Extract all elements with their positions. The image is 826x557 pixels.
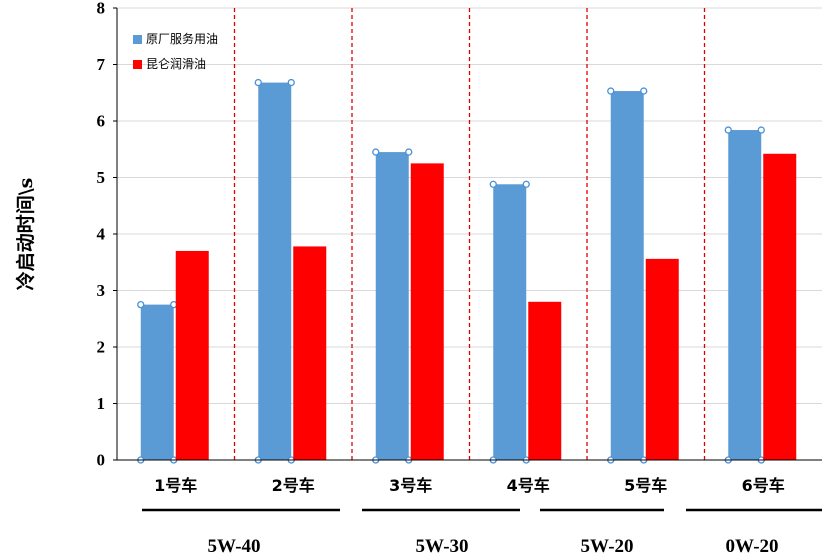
bar-handle [522, 180, 530, 188]
bar [175, 250, 209, 460]
legend-swatch [133, 35, 142, 44]
y-axis-label: 冷启动时间\s [14, 178, 37, 291]
y-tick-label: 1 [97, 394, 106, 413]
grade-groups: 5W-40 5W-30 5W-20 0W-20 [142, 508, 822, 557]
bar [410, 163, 444, 460]
bar [645, 258, 679, 460]
group-label: 5W-20 [580, 536, 633, 557]
bars [137, 78, 797, 464]
legend-label: 原厂服务用油 [146, 31, 218, 46]
bar [763, 153, 797, 460]
bar-handle [757, 126, 765, 134]
group-dividers [233, 8, 706, 460]
bar-handle [372, 148, 380, 156]
bar [610, 91, 644, 461]
bar [528, 301, 562, 460]
bar-handle [405, 148, 413, 156]
bar [293, 246, 327, 460]
x-tick-label: 5号车 [624, 476, 667, 495]
y-tick-label: 2 [97, 338, 106, 357]
bar-handle [607, 87, 615, 95]
bar [728, 130, 762, 461]
bar-handle [137, 300, 145, 309]
bar-handle [254, 78, 262, 87]
bar [258, 82, 292, 460]
y-tick-labels: 0 1 2 3 4 5 6 7 8 [97, 0, 106, 470]
x-tick-label: 3号车 [389, 476, 432, 495]
gridlines [113, 7, 822, 461]
group-label: 5W-40 [207, 536, 260, 557]
x-tick-label: 1号车 [154, 476, 197, 495]
x-tick-label: 4号车 [507, 476, 550, 495]
legend-swatch [133, 60, 142, 69]
group-label: 5W-30 [415, 536, 468, 557]
bar [493, 184, 527, 460]
y-tick-label: 4 [97, 225, 106, 244]
x-tick-labels: 1号车 2号车 3号车 4号车 5号车 6号车 [154, 476, 785, 495]
bar-handle [489, 180, 497, 188]
y-tick-label: 0 [97, 451, 106, 470]
bar [375, 152, 409, 460]
bar-handle [287, 78, 295, 87]
group-label: 0W-20 [725, 536, 778, 557]
y-tick-label: 7 [97, 55, 106, 74]
y-tick-label: 6 [97, 112, 106, 131]
y-tick-label: 5 [97, 168, 106, 187]
bar [140, 304, 174, 460]
x-tick-label: 2号车 [272, 476, 315, 495]
x-tick-label: 6号车 [742, 476, 785, 495]
legend-label: 昆仑润滑油 [146, 57, 206, 71]
bar-handle [640, 87, 648, 95]
y-tick-label: 3 [97, 281, 106, 300]
axes [116, 8, 822, 461]
bar-handle [724, 126, 732, 134]
y-tick-label: 8 [97, 0, 106, 18]
